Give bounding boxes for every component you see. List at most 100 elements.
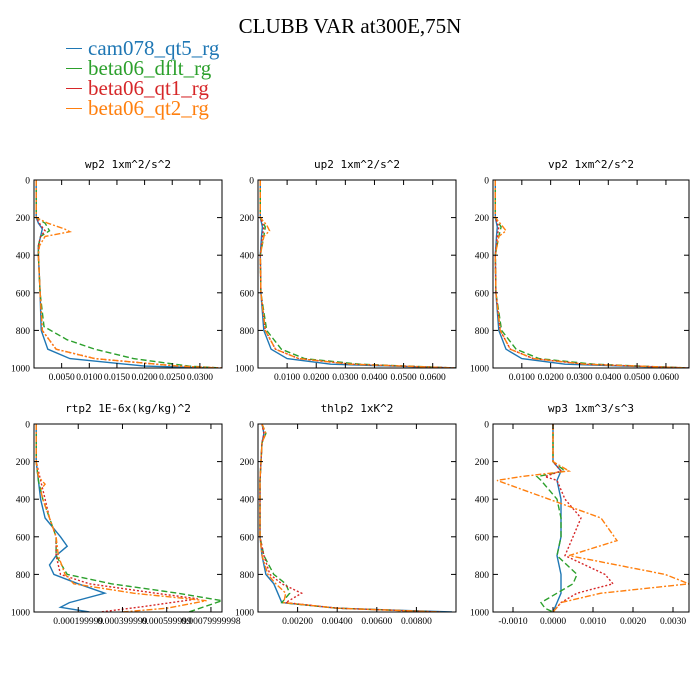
panel-title: wp2 1xm^2/s^2 [85,158,171,171]
profile-panel: up2 1xm^2/s^2 0 200 400 600 800 1000 0.0100 0.02… [235,158,457,383]
x-tick-label: 0.0150 [104,373,130,383]
series-line [494,180,689,368]
plot-frame [492,423,690,613]
legend-item: beta06_qt1_rg [66,76,219,100]
panel-title: rtp2 1E-6x(kg/kg)^2 [65,402,191,415]
x-tick-label: 0.0100 [509,373,535,383]
y-tick-label: 200 [16,458,31,468]
y-tick-label: 1000 [470,609,489,619]
legend-label: beta06_qt2_rg [88,96,209,120]
y-tick-label: 0 [249,421,254,431]
series-line [35,424,108,612]
profile-panel: vp2 1xm^2/s^2 0 200 400 600 800 1000 0.0100 0.02… [470,158,690,383]
x-tick-label: 0.000199999 [53,617,103,627]
x-tick-label: 0.0600 [653,373,679,383]
y-tick-label: 800 [240,571,255,581]
series-line [35,180,222,368]
x-tick-label: 0.0050 [49,373,75,383]
series-line [35,180,211,368]
x-tick-label: 0.0000 [540,617,566,627]
x-tick-label: 0.0200 [132,373,158,383]
y-tick-label: 200 [240,458,255,468]
y-tick-label: 200 [240,214,255,224]
profile-panel: wp3 1xm^3/s^3 0 200 400 600 800 1000 -0.0010 0.0… [470,402,690,627]
series-line [35,180,222,368]
y-tick-label: 400 [475,252,490,262]
legend-label: cam078_qt5_rg [88,36,220,60]
x-tick-label: -0.0010 [498,617,528,627]
series-line [259,180,456,368]
y-tick-label: 400 [240,252,255,262]
y-tick-label: 1000 [470,365,489,375]
y-tick-label: 1000 [235,609,254,619]
x-tick-label: 0.0500 [624,373,650,383]
legend-label: beta06_qt1_rg [88,76,209,100]
y-tick-label: 400 [475,496,490,506]
x-tick-label: 0.0300 [332,373,358,383]
series-line [259,424,441,612]
x-tick-label: 0.0600 [420,373,446,383]
y-tick-label: 1000 [11,365,30,375]
x-tick-label: 0.000399999 [98,617,148,627]
legend-swatch [66,47,82,49]
figure-title: CLUBB VAR at300E,75N [238,14,462,38]
y-tick-label: 400 [240,496,255,506]
y-tick-label: 800 [16,327,31,337]
y-tick-label: 0 [484,421,489,431]
x-tick-label: 0.00600 [361,617,392,627]
y-tick-label: 600 [16,533,31,543]
x-tick-label: 0.0100 [76,373,102,383]
legend-item: beta06_dflt_rg [66,58,219,79]
series-line [259,180,456,368]
y-tick-label: 0 [25,421,30,431]
y-tick-label: 600 [475,289,490,299]
y-tick-label: 600 [240,289,255,299]
x-tick-label: 0.0200 [303,373,329,383]
y-tick-label: 0 [25,177,30,187]
y-tick-label: 600 [240,533,255,543]
y-tick-label: 800 [240,327,255,337]
plot-frame [33,179,223,369]
profile-panel: rtp2 1E-6x(kg/kg)^2 0 200 400 600 800 1000 0.00… [11,402,241,627]
y-tick-label: 0 [484,177,489,187]
profile-panel: thlp2 1xK^2 0 200 400 600 800 1000 0.00200 0.004… [235,402,457,627]
legend-item: cam078_qt5_rg [66,36,220,60]
series-line [542,424,615,612]
series-line [496,424,689,612]
x-tick-label: 0.0500 [391,373,417,383]
y-tick-label: 200 [16,214,31,224]
y-tick-label: 200 [475,458,490,468]
series-line [35,424,198,612]
y-tick-label: 1000 [235,365,254,375]
panel-title: vp2 1xm^2/s^2 [548,158,634,171]
series-line [494,180,689,368]
plot-frame [257,423,457,613]
legend-item: beta06_qt2_rg [66,96,219,120]
x-tick-label: 0.0400 [361,373,387,383]
series-line [35,424,207,612]
x-tick-label: 0.000599999 [142,617,192,627]
x-tick-label: 0.0010 [580,617,606,627]
y-tick-label: 800 [475,327,490,337]
x-tick-label: 0.0400 [595,373,621,383]
series-line [259,180,456,368]
x-tick-label: 0.0100 [274,373,300,383]
y-tick-label: 600 [475,533,490,543]
plot-frame [257,179,457,369]
legend-swatch [66,107,82,109]
legend: cam078_qt5_rg beta06_dflt_rg beta06_qt1_… [66,36,220,120]
x-tick-label: 0.0300 [566,373,592,383]
series-line [552,424,562,612]
y-tick-label: 200 [475,214,490,224]
series-line [259,424,441,612]
y-tick-label: 800 [16,571,31,581]
panel-title: thlp2 1xK^2 [321,402,394,415]
legend-swatch [66,87,82,89]
panel-title: up2 1xm^2/s^2 [314,158,400,171]
x-tick-label: 0.0200 [538,373,564,383]
y-tick-label: 1000 [11,609,30,619]
plot-frame [33,423,223,613]
y-tick-label: 600 [16,289,31,299]
series-line [259,424,441,612]
